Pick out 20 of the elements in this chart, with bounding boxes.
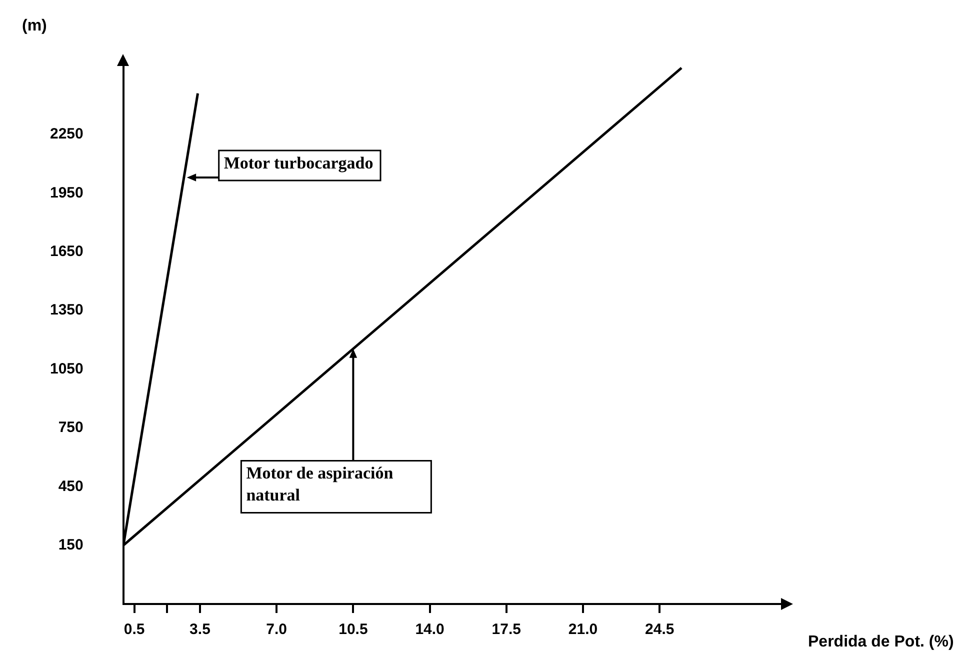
- y-tick-label: 2250: [50, 126, 84, 143]
- annotation: Motor turbocargado: [224, 153, 374, 172]
- y-tick-label: 150: [58, 536, 84, 554]
- x-tick-label: 0.5: [124, 621, 145, 638]
- x-tick-label: 24.5: [645, 621, 674, 638]
- x-tick-label: 3.5: [190, 621, 210, 638]
- x-tick-label: 7.0: [266, 621, 288, 638]
- annotation: Motor de aspiración natural: [246, 464, 394, 505]
- y-tick-label: 1950: [50, 184, 84, 202]
- y-tick-label: 1050: [50, 360, 84, 378]
- x-tick-label: 17.5: [492, 621, 522, 638]
- x-axis-title: Perdida de Pot. (%): [808, 633, 954, 650]
- y-tick-label: 450: [58, 478, 84, 495]
- y-tick-label: 1350: [50, 302, 84, 319]
- y-axis-title: (m): [22, 17, 47, 34]
- y-tick-label: 1650: [50, 242, 84, 260]
- x-tick-label: 10.5: [338, 621, 368, 638]
- y-tick-label: 750: [58, 419, 84, 436]
- x-tick-label: 21.0: [568, 621, 598, 638]
- x-tick-label: 14.0: [415, 621, 444, 638]
